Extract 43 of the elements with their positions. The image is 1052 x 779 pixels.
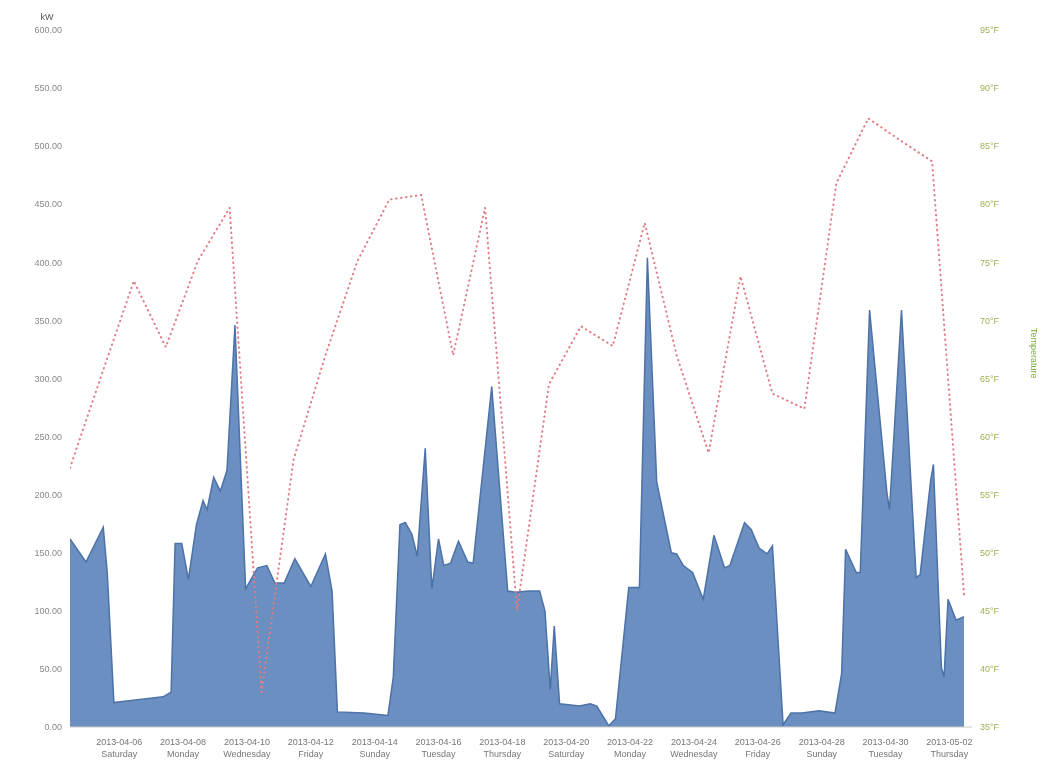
y-tick-label: 350.00: [34, 315, 62, 326]
x-tick-label: 2013-04-22 Monday: [607, 737, 654, 759]
y2-tick-label: 95°F: [980, 25, 1000, 36]
y-tick-label: 250.00: [34, 431, 62, 442]
y2-tick-label: 50°F: [980, 547, 1000, 558]
y-tick-label: 400.00: [34, 257, 62, 268]
x-tick-label: 2013-04-16 Tuesday: [415, 737, 462, 759]
y-tick-label: 450.00: [34, 199, 62, 210]
x-tick-label: 2013-04-18 Thursday: [479, 737, 526, 759]
y2-tick-label: 90°F: [980, 83, 1000, 94]
y2-tick-label: 80°F: [980, 199, 1000, 210]
x-tick-label: 2013-05-02 Thursday: [926, 737, 973, 759]
y2-tick-label: 75°F: [980, 257, 1000, 268]
x-tick-label: 2013-04-10 Wednesday: [223, 737, 272, 759]
x-tick-label: 2013-04-24 Wednesday: [670, 737, 719, 759]
x-tick-label: 2013-04-26 Friday: [734, 737, 781, 759]
y2-axis-title: Temperature: [1028, 327, 1039, 379]
y-tick-label: 150.00: [34, 547, 62, 558]
y2-tick-label: 70°F: [980, 315, 1000, 326]
x-tick-label: 2013-04-12 Friday: [287, 737, 334, 759]
y2-tick-label: 55°F: [980, 489, 1000, 500]
y2-tick-label: 65°F: [980, 373, 1000, 384]
y-tick-label: 300.00: [34, 373, 62, 384]
y2-tick-label: 40°F: [980, 664, 1000, 675]
line-series: [70, 117, 966, 694]
x-tick-label: 2013-04-30 Tuesday: [862, 737, 909, 759]
x-tick-label: 2013-04-28 Sunday: [798, 737, 845, 759]
x-tick-label: 2013-04-08 Monday: [160, 737, 207, 759]
y-tick-label: 50.00: [39, 664, 62, 675]
y2-tick-label: 85°F: [980, 141, 1000, 152]
y-tick-label: 200.00: [34, 489, 62, 500]
y-tick-label: 100.00: [34, 606, 62, 617]
y-tick-label: 0.00: [44, 722, 62, 733]
y-tick-label: 500.00: [34, 141, 62, 152]
x-tick-label: 2013-04-06 Saturday: [96, 737, 143, 759]
y2-tick-label: 35°F: [980, 722, 1000, 733]
y2-tick-label: 60°F: [980, 431, 1000, 442]
y-axis-title: kW: [40, 12, 54, 22]
y-tick-label: 600.00: [34, 25, 62, 36]
x-tick-label: 2013-04-20 Saturday: [543, 737, 590, 759]
y2-tick-label: 45°F: [980, 606, 1000, 617]
y-tick-label: 550.00: [34, 83, 62, 94]
x-tick-label: 2013-04-14 Sunday: [351, 737, 398, 759]
